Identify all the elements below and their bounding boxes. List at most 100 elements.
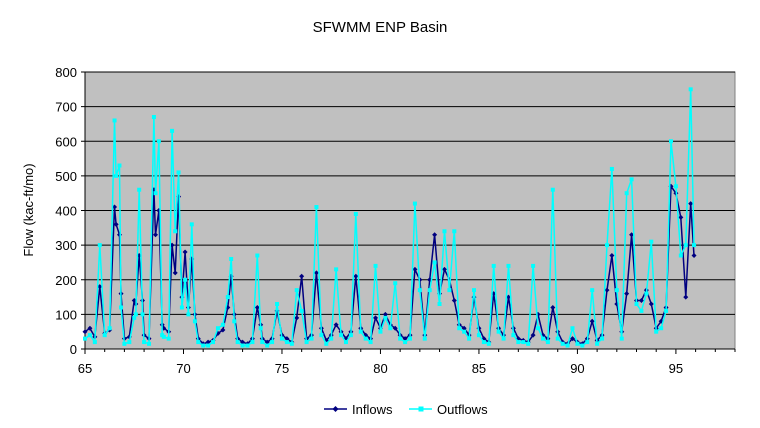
data-point-outflows — [240, 343, 245, 348]
data-point-outflows — [170, 128, 175, 133]
data-point-outflows — [284, 340, 289, 345]
data-point-inflows — [609, 253, 615, 259]
data-point-inflows — [550, 304, 556, 310]
data-point-outflows — [133, 312, 138, 317]
data-point-outflows — [516, 340, 521, 345]
data-point-inflows — [97, 284, 103, 290]
data-point-outflows — [442, 229, 447, 234]
data-point-outflows — [245, 343, 250, 348]
data-point-outflows — [600, 336, 605, 341]
data-point-outflows — [147, 341, 152, 346]
data-point-inflows — [172, 270, 178, 276]
axes — [81, 71, 736, 354]
data-point-outflows — [275, 301, 280, 306]
data-point-outflows — [486, 341, 491, 346]
y-tick-label: 700 — [55, 100, 77, 115]
data-point-outflows — [235, 340, 240, 345]
data-point-outflows — [196, 340, 201, 345]
x-tick-label: 65 — [78, 361, 92, 376]
data-point-outflows — [585, 340, 590, 345]
data-point-inflows — [638, 298, 644, 304]
data-point-inflows — [451, 298, 457, 304]
data-point-outflows — [122, 341, 127, 346]
data-point-inflows — [629, 232, 635, 238]
data-point-inflows — [240, 339, 246, 345]
data-point-outflows — [555, 336, 560, 341]
data-point-outflows — [206, 343, 211, 348]
data-point-inflows — [382, 311, 388, 317]
data-point-inflows — [432, 232, 438, 238]
data-point-outflows — [388, 326, 393, 331]
data-point-outflows — [659, 326, 664, 331]
data-point-inflows — [624, 291, 630, 297]
data-point-outflows — [324, 341, 329, 346]
data-point-inflows — [313, 270, 319, 276]
data-point-outflows — [467, 336, 472, 341]
data-point-outflows — [634, 301, 639, 306]
y-tick-label: 800 — [55, 65, 77, 80]
data-point-outflows — [506, 263, 511, 268]
data-point-inflows — [82, 329, 88, 335]
data-point-inflows — [220, 327, 226, 333]
data-point-outflows — [142, 340, 147, 345]
data-point-outflows — [114, 173, 119, 178]
data-point-outflows — [452, 229, 457, 234]
legend-label-outflows: Outflows — [437, 402, 488, 417]
data-point-outflows — [258, 326, 263, 331]
data-point-inflows — [113, 221, 119, 227]
data-point-outflows — [289, 341, 294, 346]
data-point-inflows — [412, 266, 418, 272]
data-point-outflows — [545, 340, 550, 345]
data-point-outflows — [536, 326, 541, 331]
y-tick-label: 300 — [55, 238, 77, 253]
data-point-outflows — [102, 333, 107, 338]
data-point-outflows — [334, 267, 339, 272]
data-point-outflows — [140, 312, 145, 317]
x-tick-label: 95 — [669, 361, 683, 376]
data-point-inflows — [153, 232, 159, 238]
data-point-outflows — [314, 205, 319, 210]
legend-item-outflows: Outflows — [409, 402, 488, 417]
data-point-inflows — [678, 214, 684, 220]
data-point-outflows — [119, 305, 124, 310]
data-point-outflows — [270, 340, 275, 345]
data-point-outflows — [540, 336, 545, 341]
data-point-outflows — [225, 295, 230, 300]
legend: Inflows Outflows — [324, 402, 488, 417]
data-point-outflows — [595, 341, 600, 346]
data-point-outflows — [472, 288, 477, 293]
data-point-outflows — [383, 315, 388, 320]
data-point-outflows — [151, 115, 156, 120]
x-tick-label: 80 — [373, 361, 387, 376]
data-point-inflows — [589, 318, 595, 324]
data-point-outflows — [398, 336, 403, 341]
data-point-outflows — [339, 333, 344, 338]
data-point-outflows — [132, 315, 137, 320]
data-point-outflows — [299, 308, 304, 313]
data-point-outflows — [192, 319, 197, 324]
data-point-outflows — [462, 329, 467, 334]
data-point-outflows — [619, 336, 624, 341]
data-point-outflows — [319, 333, 324, 338]
legend-item-inflows: Inflows — [324, 402, 393, 417]
data-point-outflows — [279, 336, 284, 341]
data-point-outflows — [161, 334, 166, 339]
y-tick-label: 400 — [55, 204, 77, 219]
data-point-outflows — [417, 288, 422, 293]
data-point-inflows — [294, 315, 300, 321]
data-point-outflows — [363, 336, 368, 341]
data-point-outflows — [87, 333, 92, 338]
data-point-outflows — [378, 329, 383, 334]
data-point-outflows — [329, 336, 334, 341]
data-point-outflows — [629, 177, 634, 182]
data-point-outflows — [250, 340, 255, 345]
data-point-outflows — [211, 340, 216, 345]
data-point-inflows — [299, 273, 305, 279]
series-layer — [82, 87, 697, 348]
data-point-outflows — [353, 211, 358, 216]
data-point-inflows — [683, 294, 689, 300]
data-point-outflows — [403, 340, 408, 345]
data-point-outflows — [137, 187, 142, 192]
data-point-outflows — [186, 312, 191, 317]
